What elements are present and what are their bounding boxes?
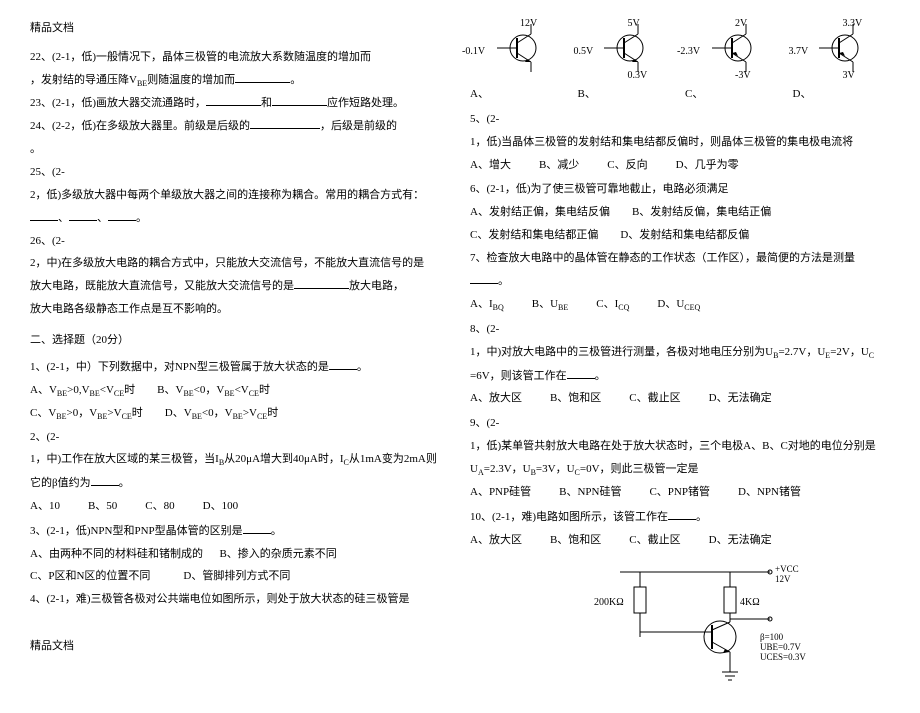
q23: 23、(2-1，低)画放大器交流通路时，和应作短路处理。 xyxy=(30,93,450,114)
right-column: -0.1V 12V A、 0.5V 5V 0.3V B、 xyxy=(470,18,890,695)
sel-q10: 10、(2-1，难)电路如图所示，该管工作在。 xyxy=(470,507,890,528)
transistor-icon xyxy=(586,18,666,76)
q5-options: A、增大 B、减少 C、反向 D、几乎为零 xyxy=(470,155,890,176)
sel-q9: 9、(2- xyxy=(470,413,890,434)
sel-q6: 6、(2-1，低)为了使三极管可靠地截止，电路必须满足 xyxy=(470,179,890,200)
q25: 25、(2- xyxy=(30,162,450,183)
footer: 精品文档 xyxy=(30,636,450,657)
blank xyxy=(235,71,290,83)
q26: 26、(2- xyxy=(30,231,450,252)
transistor-icon xyxy=(801,18,881,76)
left-column: 精品文档 22、(2-1，低)一般情况下，晶体三极管的电流放大系数随温度的增加而… xyxy=(30,18,450,695)
q2-options: A、10 B、50 C、80 D、100 xyxy=(30,496,450,517)
q22: 22、(2-1，低)一般情况下，晶体三极管的电流放大系数随温度的增加而 xyxy=(30,47,450,68)
trans-d: 3.7V 3.3V 3V D、 xyxy=(793,18,891,105)
sel-q2: 2、(2- xyxy=(30,427,450,448)
q24: 24、(2-2，低)在多级放大器里。前级是后级的，后级是前级的 xyxy=(30,116,450,137)
sel-q8: 8、(2- xyxy=(470,319,890,340)
trans-c: -2.3V 2V -3V C、 xyxy=(685,18,783,105)
q9-options: A、PNP硅管 B、NPN硅管 C、PNP锗管 D、NPN锗管 xyxy=(470,482,890,503)
transistor-icon xyxy=(694,18,774,76)
trans-b: 0.5V 5V 0.3V B、 xyxy=(578,18,676,105)
q8-options: A、放大区 B、饱和区 C、截止区 D、无法确定 xyxy=(470,388,890,409)
q7-options: A、IBQ B、UBE C、ICQ D、UCEQ xyxy=(470,294,890,315)
transistor-row: -0.1V 12V A、 0.5V 5V 0.3V B、 xyxy=(470,18,890,105)
sel-q4: 4、(2-1，难)三极管各极对公共端电位如图所示，则处于放大状态的硅三极管是 xyxy=(30,589,450,610)
sel-q1: 1、(2-1，中）下列数据中，对NPN型三极管属于放大状态的是。 xyxy=(30,357,450,378)
q10-options: A、放大区 B、饱和区 C、截止区 D、无法确定 xyxy=(470,530,890,551)
transistor-icon xyxy=(479,18,559,76)
trans-a: -0.1V 12V A、 xyxy=(470,18,568,105)
sel-q3: 3、(2-1，低)NPN型和PNP型晶体管的区别是。 xyxy=(30,521,450,542)
sel-q7: 7、检查放大电路中的晶体管在静态的工作状态（工作区），最简便的方法是测量 xyxy=(470,248,890,269)
sel-q5: 5、(2- xyxy=(470,109,890,130)
section-2-title: 二、选择题（20分） xyxy=(30,330,450,351)
header: 精品文档 xyxy=(30,18,450,39)
circuit-diagram: +VCC 12V 200KΩ 4KΩ β=100 UBE=0.7V UCES=0… xyxy=(580,557,890,695)
